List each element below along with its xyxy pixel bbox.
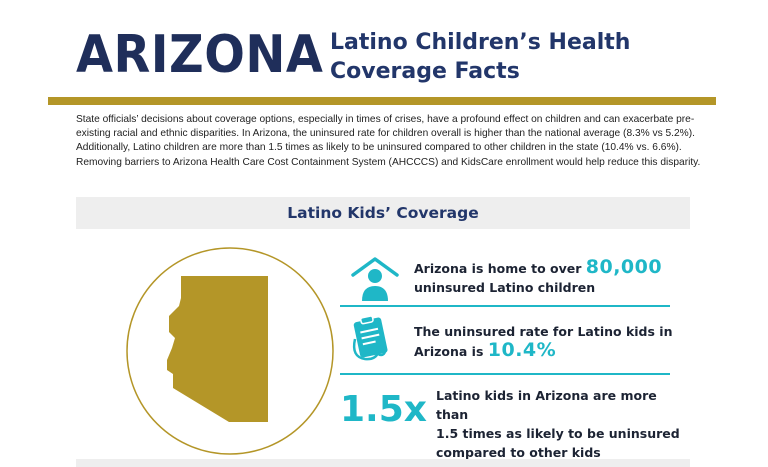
section-header: Latino Kids’ Coverage: [76, 197, 690, 229]
subtitle-line-2: Coverage Facts: [330, 59, 520, 84]
fact-3-line-3: compared to other kids: [436, 445, 601, 460]
fact-2-text: The uninsured rate for Latino kids in Ar…: [414, 322, 684, 361]
fact-3-line-1: Latino kids in Arizona are more than: [436, 388, 657, 422]
fact-3-big-stat: 1.5x: [340, 389, 427, 430]
subtitle-line-1: Latino Children’s Health: [330, 30, 631, 55]
section-title: Latino Kids’ Coverage: [287, 204, 479, 222]
fact-1-stat: 80,000: [585, 256, 663, 278]
header-divider: [48, 97, 716, 105]
fact-2-stat: 10.4%: [487, 339, 557, 361]
state-title: ARIZONA: [76, 25, 324, 85]
fact-1-suffix: uninsured Latino children: [414, 280, 596, 295]
fact-2-line-2: Arizona is: [414, 344, 488, 359]
fact-3-line-2: 1.5 times as likely to be uninsured: [436, 426, 680, 441]
fact-divider-1: [340, 305, 670, 307]
fact-1-prefix: Arizona is home to over: [414, 261, 586, 276]
intro-paragraph: State officials’ decisions about coverag…: [76, 114, 701, 168]
fact-2-line-1: The uninsured rate for Latino kids in: [414, 324, 673, 339]
footer-band: [76, 459, 690, 467]
clipboard-stethoscope-icon: [345, 313, 401, 369]
page-subtitle: Latino Children’s Health Coverage Facts: [330, 28, 630, 86]
house-person-icon: [350, 255, 400, 305]
fact-divider-2: [340, 373, 670, 375]
fact-1-text: Arizona is home to over 80,000 uninsured…: [414, 258, 684, 297]
arizona-map: [125, 246, 335, 456]
fact-3-text: Latino kids in Arizona are more than 1.5…: [436, 386, 686, 462]
